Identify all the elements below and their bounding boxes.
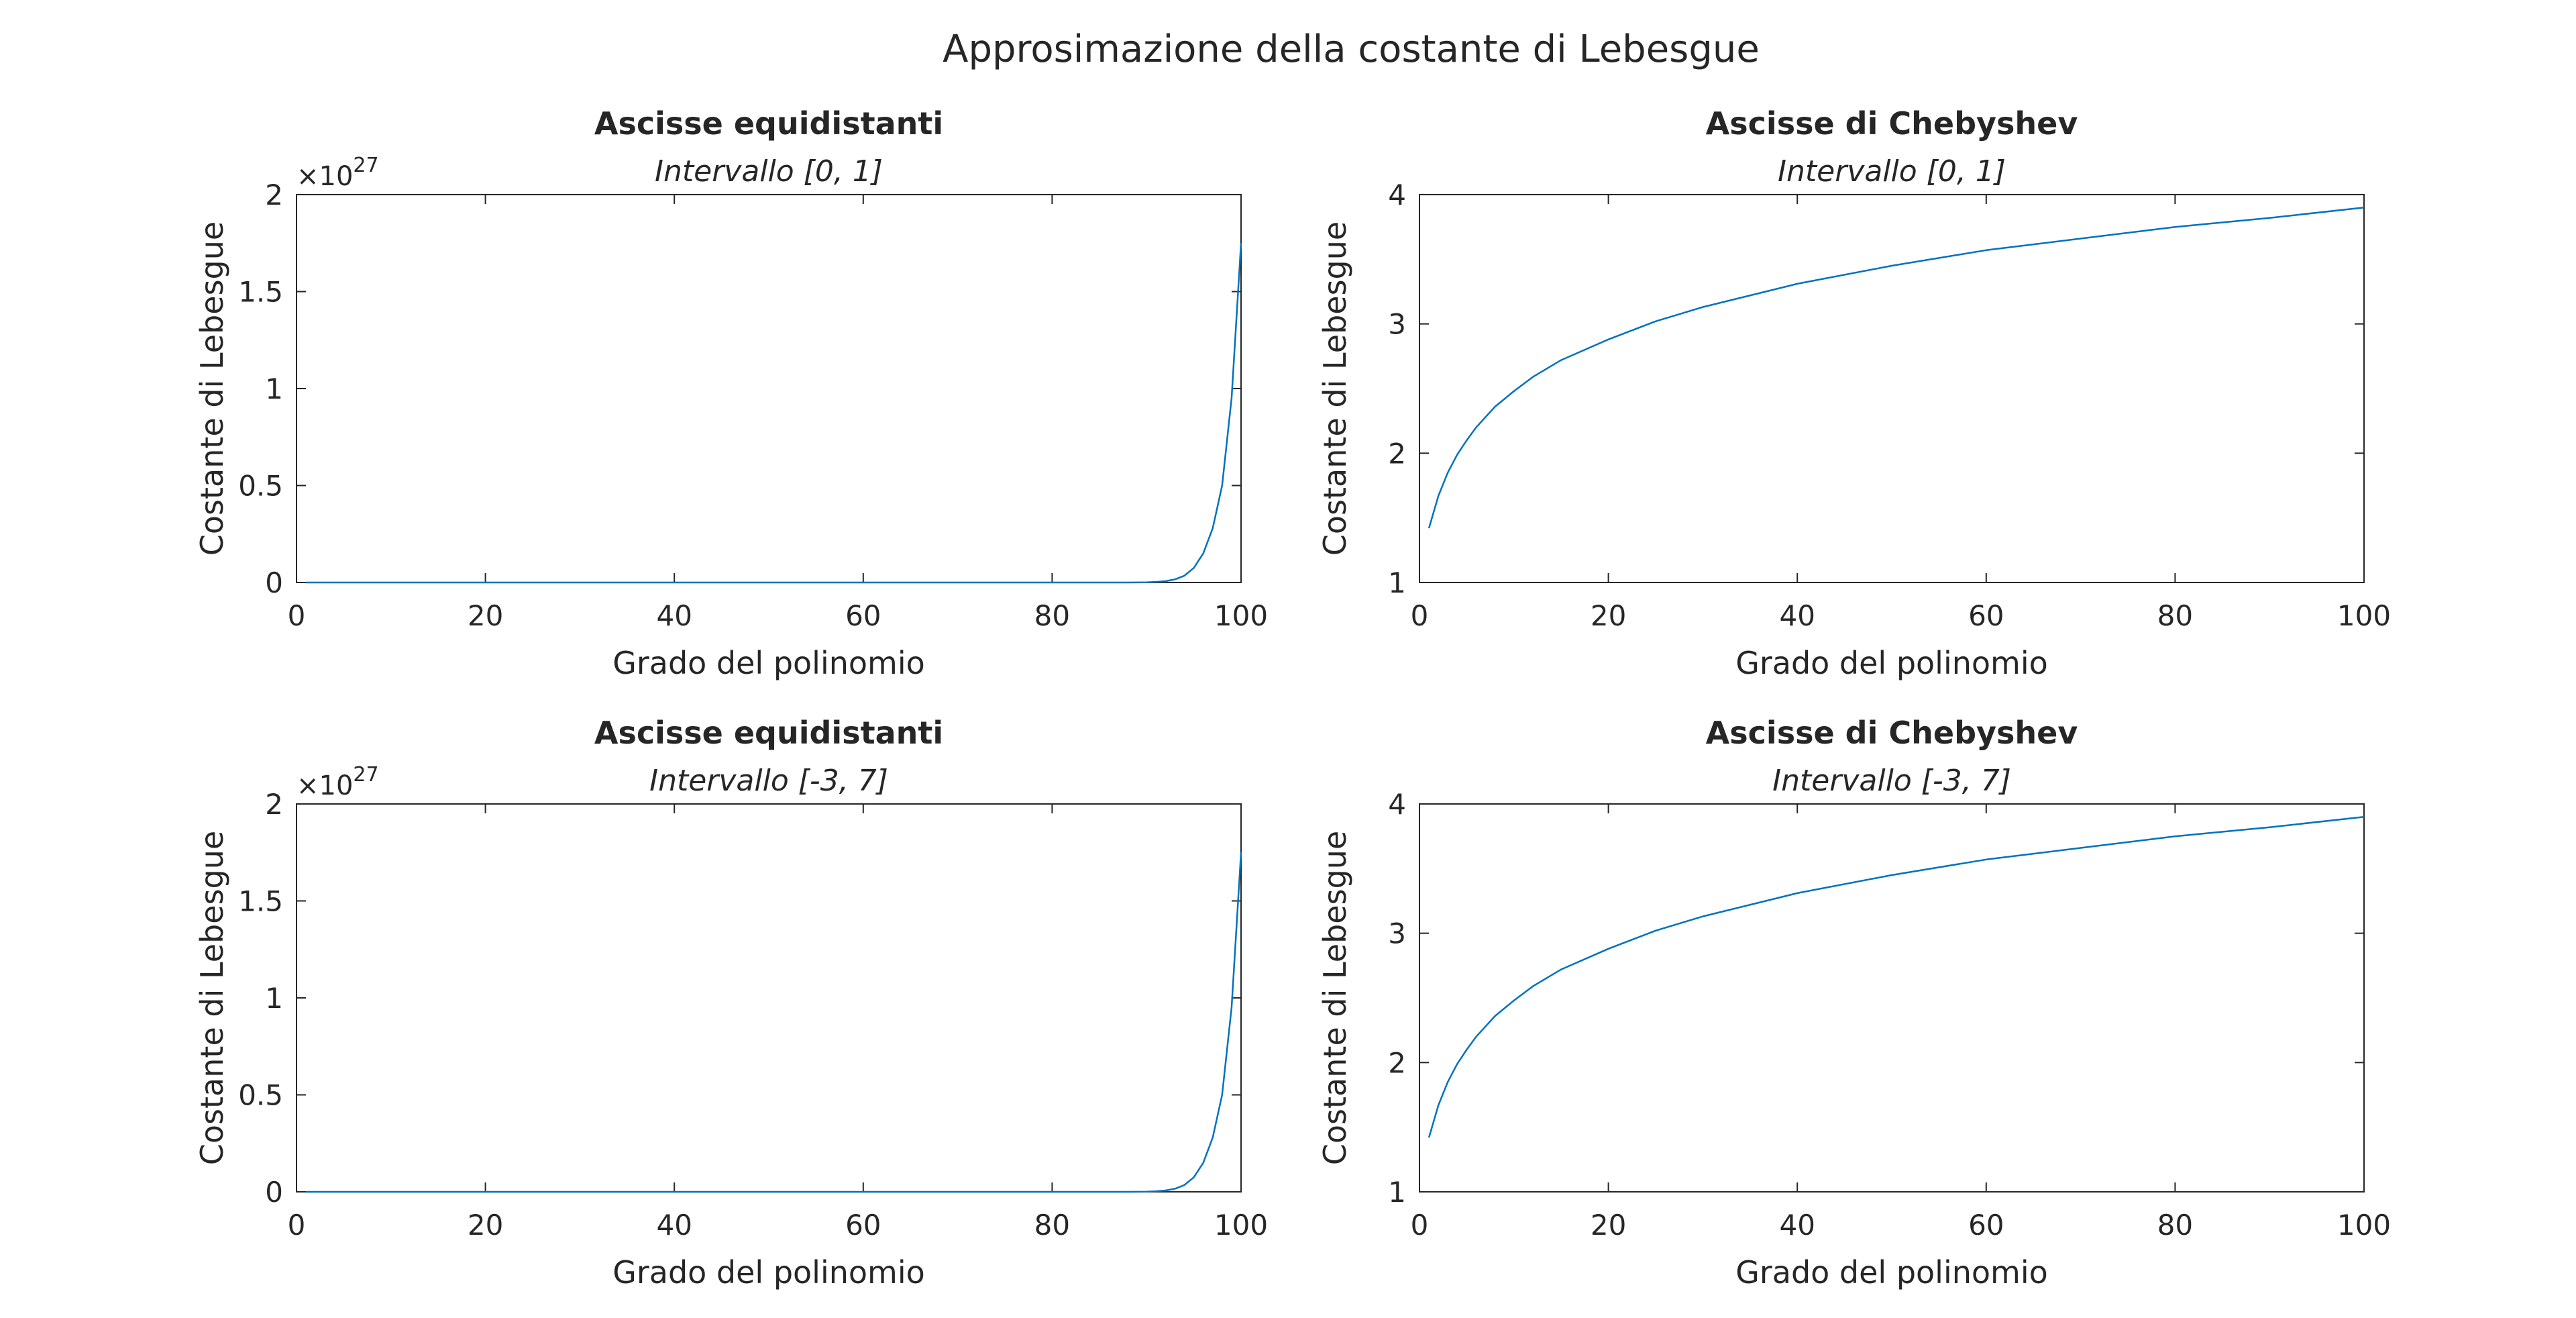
y-tick-label: 2	[1388, 1046, 1406, 1079]
subplot-subtitle: Intervallo [-3, 7]	[649, 764, 888, 798]
x-axis-label: Grado del polinomio	[1735, 1254, 2048, 1290]
y-axis-multiplier: ×1027	[297, 763, 379, 801]
y-tick-label: 2	[1388, 437, 1406, 470]
x-tick-label: 40	[1779, 599, 1815, 632]
subplot-subtitle: Intervallo [0, 1]	[1778, 154, 2006, 189]
series-line	[306, 852, 1242, 1193]
x-tick-label: 100	[1214, 1209, 1268, 1241]
y-tick-label: 4	[1388, 179, 1406, 211]
y-tick-label: 1.5	[238, 885, 283, 918]
x-tick-label: 40	[656, 1209, 692, 1241]
x-tick-label: 100	[2337, 599, 2391, 632]
subplot-title: Ascisse di Chebyshev	[1706, 105, 2078, 142]
x-tick-label: 80	[1034, 599, 1070, 632]
x-tick-label: 0	[288, 599, 306, 632]
x-tick-label: 60	[845, 599, 881, 632]
y-tick-label: 2	[265, 179, 283, 211]
y-tick-label: 0	[265, 566, 283, 599]
subplot-subtitle: Intervallo [-3, 7]	[1772, 764, 2011, 798]
y-tick-label: 1	[265, 982, 283, 1015]
series-line	[1428, 816, 2365, 1138]
y-tick-label: 2	[265, 788, 283, 821]
y-axis-label: Costante di Lebesgue	[1317, 831, 1353, 1165]
x-tick-label: 60	[845, 1209, 881, 1241]
x-axis-label: Grado del polinomio	[612, 645, 925, 681]
x-axis-label: Grado del polinomio	[612, 1254, 925, 1290]
figure-title: Approsimazione della costante di Lebesgu…	[943, 28, 1760, 71]
y-tick-label: 3	[1388, 308, 1406, 341]
x-tick-label: 20	[1591, 599, 1626, 632]
subplot-subtitle: Intervallo [0, 1]	[655, 154, 883, 189]
x-tick-label: 0	[288, 1209, 306, 1241]
y-tick-label: 3	[1388, 917, 1406, 950]
series-line	[1428, 207, 2365, 529]
x-tick-label: 0	[1411, 599, 1429, 632]
y-axis-label: Costante di Lebesgue	[194, 831, 230, 1165]
subplot-title: Ascisse equidistanti	[594, 105, 943, 142]
y-tick-label: 0	[265, 1176, 283, 1209]
x-tick-label: 60	[1968, 1209, 2004, 1241]
x-tick-label: 80	[1034, 1209, 1070, 1241]
y-tick-label: 0.5	[238, 1079, 283, 1112]
x-tick-label: 20	[468, 599, 503, 632]
y-tick-label: 4	[1388, 788, 1406, 821]
x-tick-label: 60	[1968, 599, 2004, 632]
axes-box	[1419, 194, 2365, 583]
x-tick-label: 80	[2157, 1209, 2193, 1241]
y-tick-label: 1	[1388, 566, 1406, 599]
subplot-title: Ascisse equidistanti	[594, 715, 943, 751]
x-tick-label: 100	[2337, 1209, 2391, 1241]
x-tick-label: 40	[1779, 1209, 1815, 1241]
subplot-2: 0 20 40 60 80 100 1 2 3 4 Ascisse di Chebyshev Inte…	[1317, 105, 2391, 681]
subplot-4: 0 20 40 60 80 100 1 2 3 4 Ascisse di Chebyshev Inte…	[1317, 715, 2391, 1290]
axes-box	[1419, 803, 2365, 1193]
subplot-1: 0 20 40 60 80 100 0 0.5 1 1.5 2 ×1027 Ascisse equidi…	[194, 105, 1268, 681]
x-tick-label: 20	[1591, 1209, 1626, 1241]
x-tick-label: 100	[1214, 599, 1268, 632]
y-tick-label: 1	[265, 372, 283, 405]
y-axis-label: Costante di Lebesgue	[1317, 221, 1353, 556]
x-axis-label: Grado del polinomio	[1735, 645, 2048, 681]
y-tick-label: 1	[1388, 1176, 1406, 1209]
subplot-title: Ascisse di Chebyshev	[1706, 715, 2078, 751]
series-line	[306, 243, 1242, 584]
axes-box	[296, 803, 1242, 1193]
x-tick-label: 20	[468, 1209, 503, 1241]
x-tick-label: 40	[656, 599, 692, 632]
y-axis-multiplier: ×1027	[297, 154, 379, 192]
y-axis-label: Costante di Lebesgue	[194, 221, 230, 556]
y-tick-label: 0.5	[238, 470, 283, 503]
subplot-3: 0 20 40 60 80 100 0 0.5 1 1.5 2 ×1027 Ascisse equidi…	[194, 715, 1268, 1290]
x-tick-label: 0	[1411, 1209, 1429, 1241]
y-tick-label: 1.5	[238, 276, 283, 309]
x-tick-label: 80	[2157, 599, 2193, 632]
axes-box	[296, 194, 1242, 583]
